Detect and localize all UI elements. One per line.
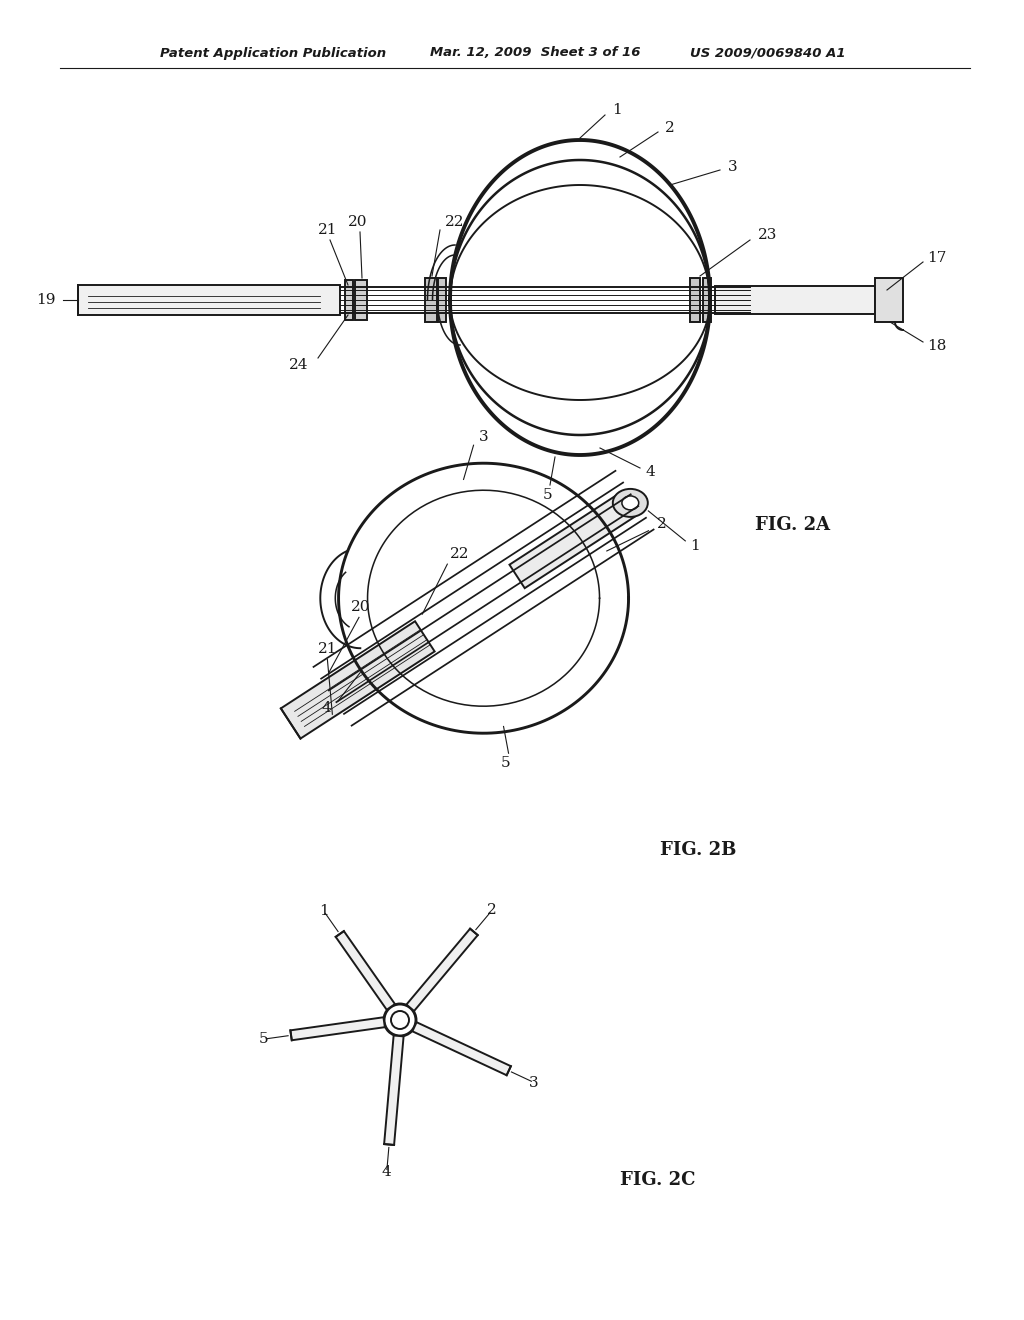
Text: 5: 5 bbox=[258, 1032, 268, 1047]
Text: 18: 18 bbox=[927, 339, 946, 352]
Text: Mar. 12, 2009  Sheet 3 of 16: Mar. 12, 2009 Sheet 3 of 16 bbox=[430, 46, 640, 59]
Text: FIG. 2C: FIG. 2C bbox=[620, 1171, 695, 1189]
Bar bbox=[425, 279, 437, 322]
Text: FIG. 2B: FIG. 2B bbox=[660, 841, 736, 859]
Bar bbox=[78, 285, 340, 315]
Polygon shape bbox=[336, 931, 395, 1010]
Text: 5: 5 bbox=[543, 488, 553, 502]
Text: 20: 20 bbox=[348, 215, 368, 228]
Polygon shape bbox=[413, 1022, 511, 1076]
Bar bbox=[438, 279, 446, 322]
Polygon shape bbox=[510, 491, 638, 589]
Text: 1: 1 bbox=[690, 539, 700, 553]
Text: 3: 3 bbox=[529, 1076, 539, 1089]
Text: 21: 21 bbox=[318, 223, 338, 238]
Text: 21: 21 bbox=[317, 643, 337, 656]
Text: 22: 22 bbox=[451, 546, 470, 561]
Text: 2: 2 bbox=[665, 121, 675, 135]
Ellipse shape bbox=[612, 488, 648, 517]
Text: 22: 22 bbox=[445, 215, 465, 228]
Text: FIG. 2A: FIG. 2A bbox=[755, 516, 830, 535]
Text: 3: 3 bbox=[728, 160, 737, 174]
Text: US 2009/0069840 A1: US 2009/0069840 A1 bbox=[690, 46, 846, 59]
Text: 1: 1 bbox=[318, 904, 329, 917]
Text: 20: 20 bbox=[351, 601, 371, 614]
Bar bbox=[874, 279, 903, 322]
Bar bbox=[690, 279, 700, 322]
Polygon shape bbox=[407, 929, 478, 1011]
Bar bbox=[715, 286, 874, 314]
Polygon shape bbox=[281, 622, 434, 739]
Text: 23: 23 bbox=[758, 228, 777, 242]
Text: 1: 1 bbox=[612, 103, 622, 117]
Bar bbox=[345, 280, 353, 319]
Text: 17: 17 bbox=[927, 251, 946, 265]
Text: 5: 5 bbox=[501, 756, 510, 770]
Bar bbox=[355, 280, 367, 319]
Text: Patent Application Publication: Patent Application Publication bbox=[160, 46, 386, 59]
Text: 4: 4 bbox=[645, 465, 654, 479]
Bar bbox=[703, 279, 711, 322]
Circle shape bbox=[391, 1011, 409, 1030]
Ellipse shape bbox=[622, 496, 639, 510]
Circle shape bbox=[384, 1005, 416, 1036]
Text: 2: 2 bbox=[656, 517, 667, 531]
Text: 2: 2 bbox=[487, 903, 497, 917]
Polygon shape bbox=[384, 1035, 403, 1144]
Text: 4: 4 bbox=[382, 1166, 391, 1179]
Polygon shape bbox=[291, 1018, 385, 1040]
Text: 3: 3 bbox=[478, 430, 488, 445]
Text: 19: 19 bbox=[37, 293, 56, 308]
Text: 4: 4 bbox=[322, 701, 331, 715]
Text: 24: 24 bbox=[289, 358, 308, 372]
